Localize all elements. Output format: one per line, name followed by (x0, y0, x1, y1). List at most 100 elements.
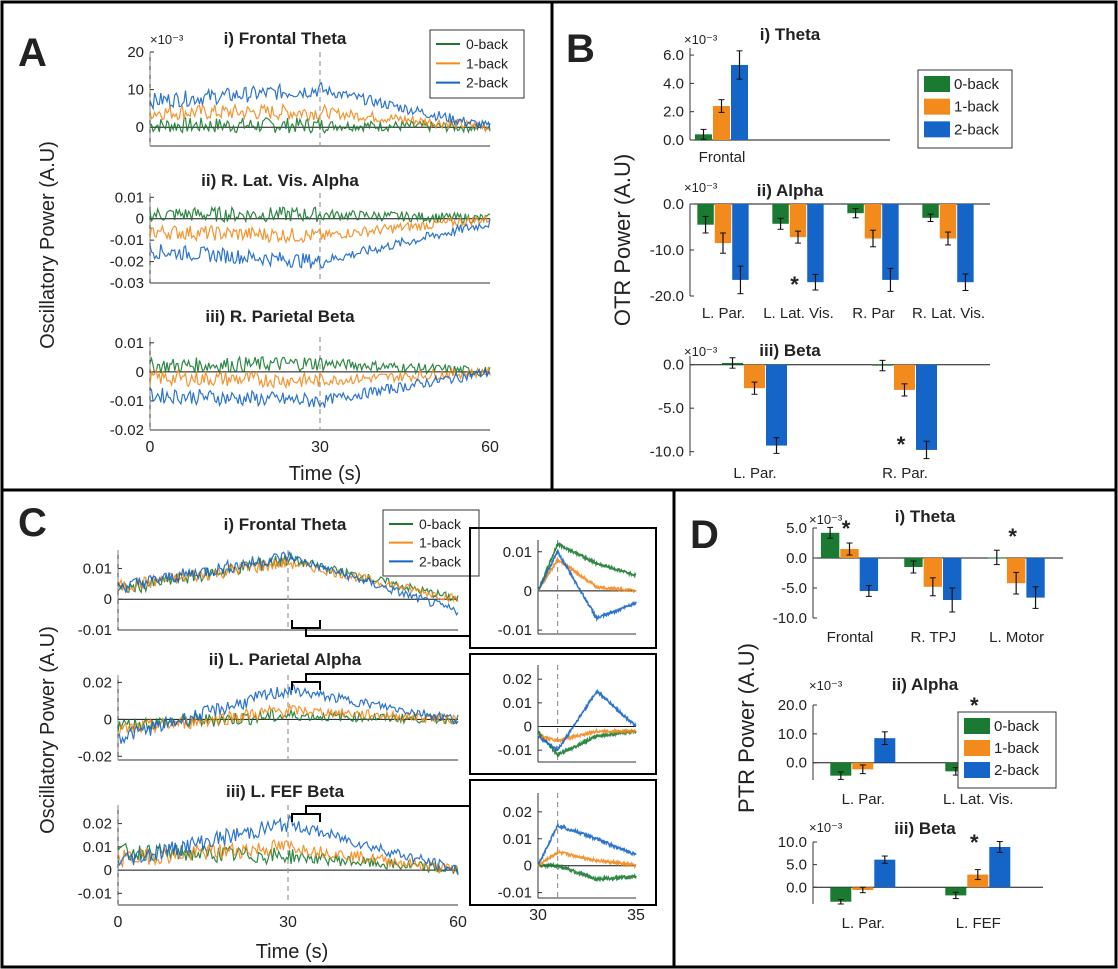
series-0-back (537, 861, 637, 883)
chart-C-i: i) Frontal Theta 0.01 0 -0.01 (78, 515, 459, 639)
chart-title: iii) R. Parietal Beta (205, 307, 355, 326)
y-tick-label: -0.01 (78, 622, 112, 639)
x-tick-label: 30 (311, 439, 329, 456)
y-tick-label: 0.01 (83, 839, 112, 856)
chart-D-i: i) Theta ×10⁻³5.0 0.0 -5.0 -10.0 Frontal * R. T… (773, 507, 1063, 646)
panel-a-xlabel: Time (s) (289, 463, 362, 485)
series-1-back (117, 838, 459, 875)
series-1-back (149, 214, 491, 245)
chart-title: ii) Alpha (757, 181, 824, 200)
y-tick-label: 0 (524, 858, 532, 875)
legend-label: 1-back (954, 99, 1000, 116)
panel-d-letter: D (690, 513, 719, 557)
category-label: Frontal (699, 149, 746, 166)
y-tick-label: 0 (136, 211, 144, 228)
chart-D-iii: iii) Beta ×10⁻³10.0 5.0 0.0 L. Par. L. FEF * (778, 819, 1043, 932)
axis-exponent: ×10⁻³ (809, 820, 843, 835)
x-tick-label: 30 (279, 914, 297, 931)
y-tick-label: -10.0 (650, 242, 684, 259)
panel-b-ylabel: OTR Power (A.U) (610, 154, 635, 326)
bar-1-back (713, 106, 730, 140)
chart-C-ii: ii) L. Parietal Alpha 0.02 0 -0.02 (78, 650, 459, 765)
chart-title: i) Theta (760, 25, 821, 44)
axis-exponent: ×10⁻³ (150, 32, 184, 47)
series-1-back (149, 102, 491, 133)
y-tick-label: 4.0 (663, 75, 684, 92)
category-label: L. Par. (842, 915, 885, 932)
series-2-back (117, 814, 459, 876)
series-1-back (117, 556, 459, 604)
y-tick-label: 0.01 (503, 695, 532, 712)
legend-swatch (964, 762, 990, 778)
legend-panel-d: 0-back 1-back 2-back (957, 711, 1057, 789)
bar-1-back (1006, 558, 1026, 584)
series-0-back (149, 117, 491, 134)
legend-label: 2-back (994, 762, 1040, 779)
zoom-connector (305, 805, 470, 814)
series-0-back (149, 355, 491, 379)
legend-panel-b: 0-back 1-back 2-back (917, 69, 1013, 149)
series-2-back (537, 549, 637, 623)
bar-2-back (807, 204, 824, 283)
y-tick-label: -5.0 (658, 400, 684, 417)
series-0-back (149, 205, 491, 224)
legend-label: 0-back (994, 718, 1040, 735)
legend-label: 1-back (994, 740, 1040, 757)
category-label: L. Lat. Vis. (763, 305, 834, 322)
y-tick-label: -10.0 (773, 610, 807, 627)
zoom-bracket (291, 813, 321, 822)
bar-0-back (830, 887, 852, 902)
bar-0-back (830, 762, 852, 776)
category-label: R. Lat. Vis. (912, 305, 985, 322)
chart-title: i) Frontal Theta (224, 515, 347, 534)
bar-0-back (772, 204, 789, 224)
y-tick-label: 0.01 (115, 335, 144, 352)
panel-d-frame (672, 488, 1118, 969)
y-tick-label: 0 (524, 719, 532, 736)
y-tick-label: -0.01 (498, 742, 532, 759)
series-1-back (537, 556, 637, 594)
bar-1-back (789, 204, 807, 238)
category-label: L. Lat. Vis. (943, 791, 1014, 808)
y-tick-label: 10.0 (778, 834, 807, 851)
legend-label: 0-back (954, 76, 1000, 93)
chart-title: i) Theta (895, 507, 956, 526)
bar-2-back (1026, 558, 1045, 598)
y-tick-label: -0.01 (110, 393, 144, 410)
y-tick-label: -0.01 (498, 622, 532, 639)
series-2-back (149, 218, 491, 269)
legend-panel-c: 0-back 1-back 2-back (382, 509, 480, 577)
y-tick-label: 0.0 (786, 879, 807, 896)
bar-2-back (882, 204, 899, 280)
category-label: Frontal (827, 629, 874, 646)
y-tick-label: 0.01 (115, 189, 144, 206)
panel-c-xlabel: Time (s) (256, 941, 329, 963)
y-tick-label: 5.0 (786, 520, 807, 537)
series-1-back (537, 849, 637, 870)
legend-label: 1-back (419, 535, 462, 551)
y-tick-label: -0.02 (110, 422, 144, 439)
y-tick-label: -0.02 (78, 748, 112, 765)
chart-title: iii) Beta (759, 341, 821, 360)
y-tick-label: 10.0 (778, 726, 807, 743)
bar-1-back (923, 558, 943, 587)
bar-2-back (943, 558, 962, 600)
y-tick-label: 5.0 (786, 857, 807, 874)
zoom-inset-frame (469, 779, 657, 906)
legend-swatch (924, 121, 950, 138)
axis-exponent: ×10⁻³ (809, 512, 843, 527)
series-2-back (117, 551, 459, 616)
bar-0-back (945, 762, 967, 772)
x-tick-label: 0 (146, 439, 155, 456)
zoom-connector (305, 628, 470, 637)
legend-panel-a: 0-back 1-back 2-back (429, 29, 525, 99)
series-2-back (149, 367, 491, 409)
legend-label: 1-back (466, 55, 509, 71)
panel-c-ylabel: Oscillatory Power (A.U) (37, 626, 59, 834)
series-2-back (537, 822, 637, 866)
legend-label: 0-back (419, 516, 462, 532)
category-label: L. Motor (989, 629, 1044, 646)
